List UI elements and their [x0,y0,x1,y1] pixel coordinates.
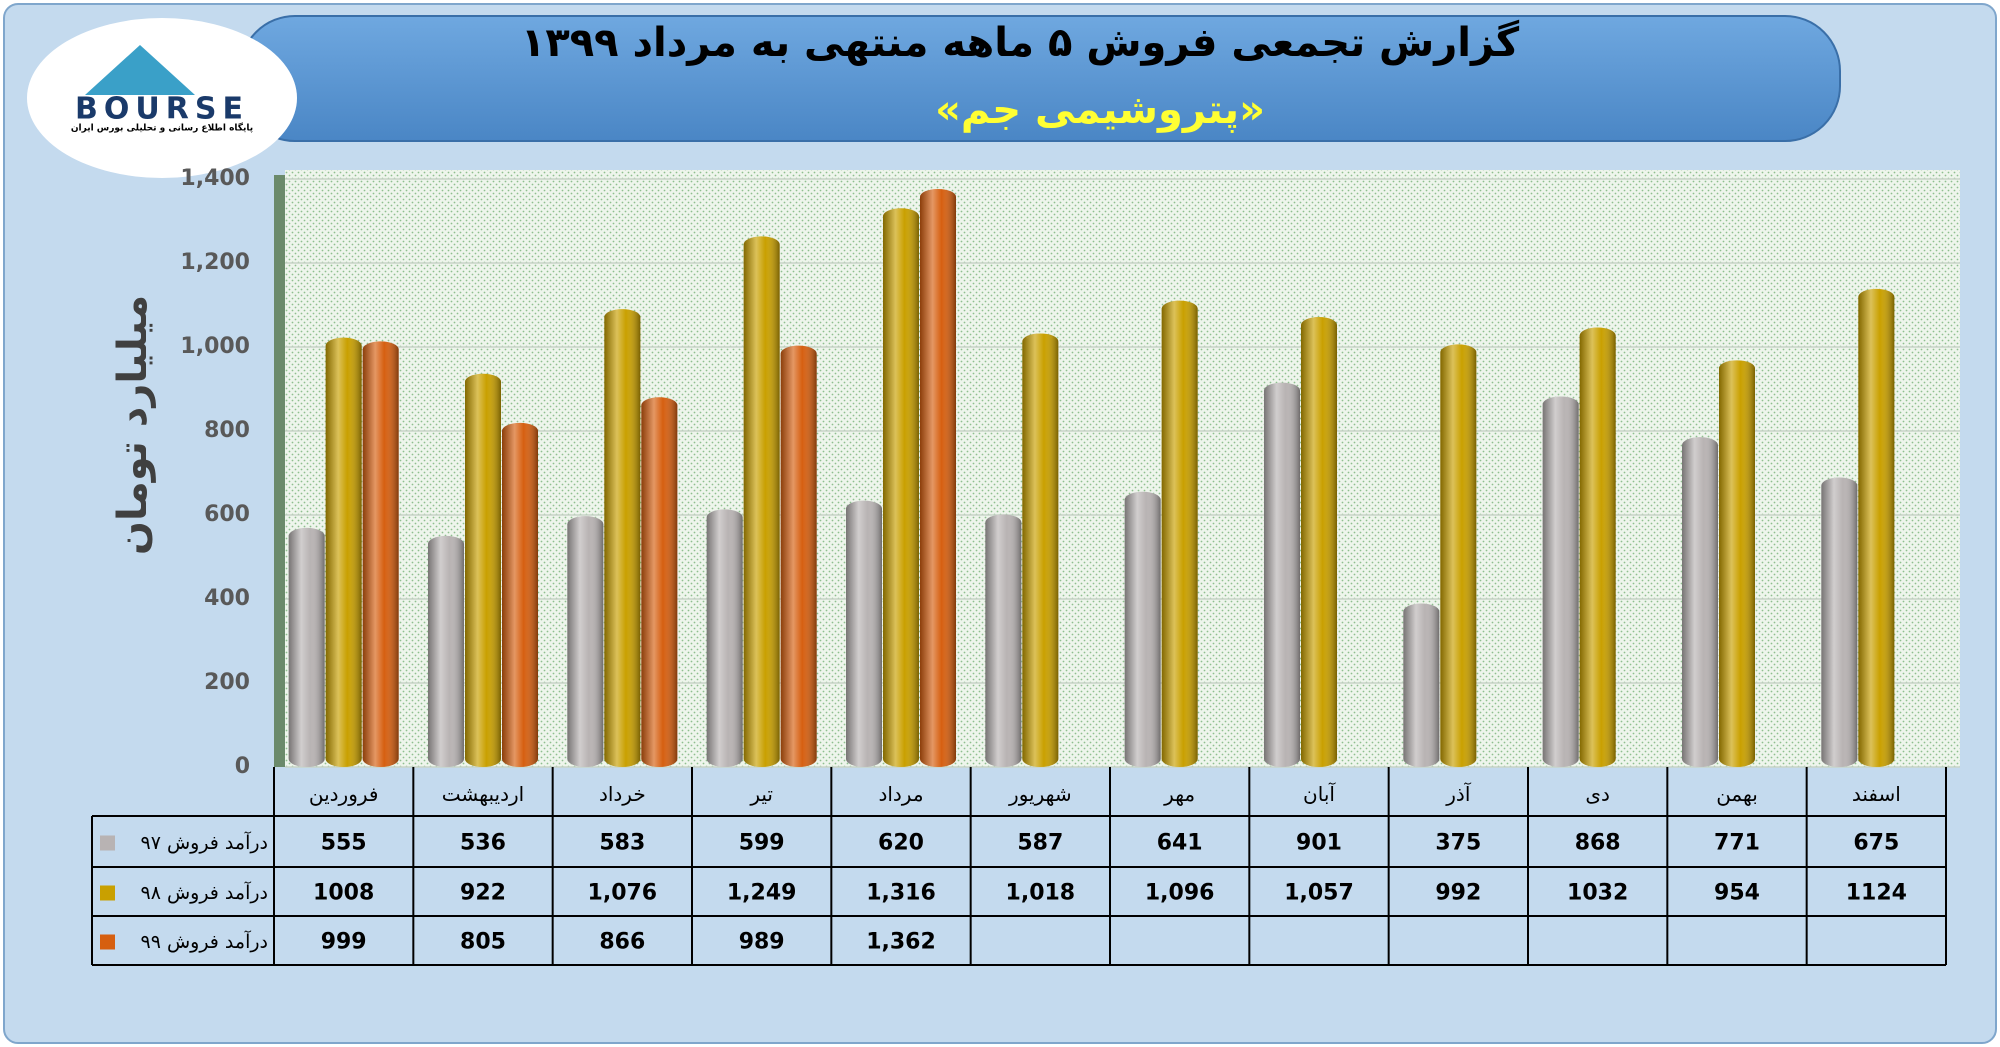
data-label: 1,249 [727,881,797,906]
bar-shade [1264,382,1300,767]
legend-swatch [100,885,115,901]
bar-shade [567,516,604,767]
data-label: 555 [321,831,367,856]
bar-shade [641,397,678,767]
bar-shade [1682,437,1718,767]
bar-shade [1301,317,1337,767]
x-tick-label: شهریور [1008,782,1072,806]
data-label: 675 [1853,831,1899,856]
data-label: 1,018 [1006,881,1076,906]
x-tick-label: مرداد [878,782,923,806]
bar-shade [883,208,919,767]
chart-subtitle: «پتروشیمی جم» [935,87,1265,133]
axis-wall [274,175,285,767]
bar-shade [743,236,780,768]
x-tick-label: اردیبهشت [442,782,524,806]
bar-shade [706,509,743,767]
y-tick-label: 600 [204,502,250,527]
data-label: 989 [739,930,785,955]
legend-label: درآمد فروش ۹۸ [140,880,268,904]
y-tick-label: 1,200 [180,250,250,275]
x-tick-label: تیر [749,782,773,806]
data-label: 922 [460,881,506,906]
bar-shade [1542,396,1579,767]
chart-title: گزارش تجمعی فروش ۵ ماهه منتهی به مرداد ۱… [521,19,1520,66]
data-label: 868 [1575,831,1621,856]
x-tick-label: اسفند [1852,782,1901,806]
bar-shade [1124,491,1161,767]
x-tick-label: مهر [1163,782,1195,806]
plot-area [285,170,1960,767]
x-tick-label: دی [1585,782,1610,806]
y-tick-label: 1,000 [180,334,250,359]
data-label: 536 [460,831,506,856]
logo-background [27,18,297,178]
y-tick-label: 200 [204,670,250,695]
y-tick-label: 400 [204,586,250,611]
data-label: 999 [321,930,367,955]
data-label: 992 [1435,881,1481,906]
data-label: 583 [599,831,645,856]
bar-shade [428,535,464,767]
data-label: 1124 [1846,881,1907,906]
data-label: 1032 [1567,881,1628,906]
bar-shade [1022,333,1059,767]
bar-shade [1440,344,1477,767]
bar-shade [604,309,641,767]
y-axis-title: میلیارد تومان [110,295,156,555]
bar-shade [1719,360,1755,767]
data-label: 901 [1296,831,1342,856]
bar-shade [1403,603,1440,767]
x-tick-label: بهمن [1716,782,1758,806]
bar-shade [1579,327,1616,767]
data-label: 587 [1017,831,1063,856]
y-tick-label: 0 [235,754,250,779]
logo-mark [85,45,195,95]
data-label: 1,076 [588,881,658,906]
x-tick-label: آبان [1303,781,1336,806]
bar-shade [846,500,882,767]
bar-shade [780,345,817,767]
bar-shade [985,514,1022,767]
x-tick-label: خرداد [599,782,646,806]
legend-swatch [100,835,115,851]
bar-shade [325,337,362,767]
data-label: 375 [1435,831,1481,856]
bar-shade [288,527,325,767]
logo-text: BOURSE [75,92,249,127]
legend-label: درآمد فروش ۹۷ [140,830,268,854]
data-label: 1,096 [1145,881,1215,906]
y-tick-label: 800 [204,418,250,443]
bar-shade [1821,477,1858,767]
data-label: 1,362 [866,930,936,955]
data-label: 1,316 [866,881,936,906]
bar-shade [362,341,399,767]
bar-shade [502,422,538,767]
data-label: 805 [460,930,506,955]
data-label: 599 [739,831,785,856]
data-label: 866 [599,930,645,955]
data-label: 1008 [313,881,374,906]
data-label: 620 [878,831,924,856]
data-label: 1,057 [1284,881,1354,906]
x-tick-label: آذر [1445,781,1472,806]
data-label: 954 [1714,881,1760,906]
data-label: 641 [1157,831,1203,856]
logo-tagline: پایگاه اطلاع رسانی و تحلیلی بورس ایران [71,122,253,134]
bar-shade [920,188,956,767]
data-label: 771 [1714,831,1760,856]
bar-shade [465,373,501,767]
bar-shade [1161,300,1198,767]
legend-swatch [100,934,115,950]
legend-label: درآمد فروش ۹۹ [140,929,268,953]
bar-shade [1858,288,1895,767]
x-tick-label: فروردین [309,782,379,806]
y-tick-label: 1,400 [180,166,250,191]
